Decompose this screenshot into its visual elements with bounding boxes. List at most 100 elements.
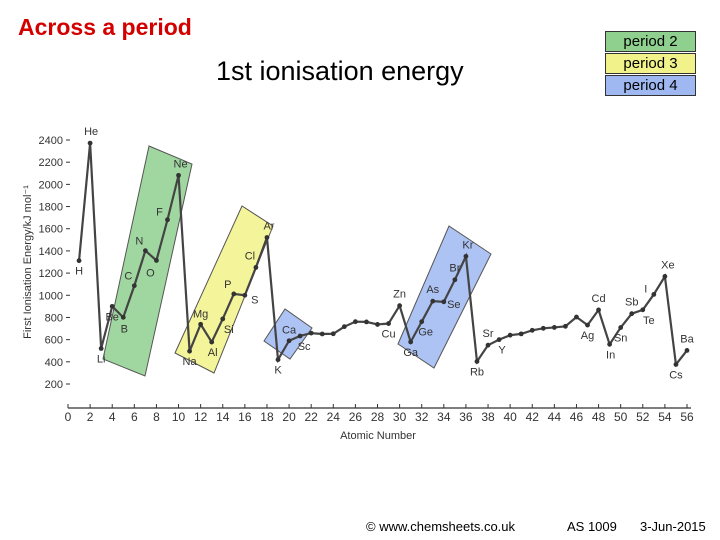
x-tick-label: 42 xyxy=(526,410,540,424)
slide-title: Across a period xyxy=(18,14,192,40)
x-tick-label: 32 xyxy=(415,410,429,424)
data-point xyxy=(474,359,480,364)
element-label-al: Al xyxy=(208,347,218,359)
data-point xyxy=(551,325,557,330)
x-tick-label: 36 xyxy=(459,410,473,424)
data-point xyxy=(264,235,270,240)
x-tick-label: 6 xyxy=(131,410,138,424)
legend: period 2 period 3 period 4 xyxy=(605,31,696,97)
data-point xyxy=(673,362,679,367)
x-tick-label: 30 xyxy=(393,410,407,424)
x-tick-label: 52 xyxy=(636,410,650,424)
data-point xyxy=(253,265,259,270)
data-point xyxy=(386,321,391,326)
element-label-n: N xyxy=(135,236,143,248)
element-label-be: Be xyxy=(105,311,118,323)
element-label-xe: Xe xyxy=(661,259,674,271)
y-tick-label: 1000 xyxy=(39,290,63,302)
y-tick-label: 1600 xyxy=(39,224,63,236)
data-point xyxy=(275,357,281,363)
x-tick-label: 22 xyxy=(304,410,318,424)
data-point xyxy=(408,339,414,345)
data-point xyxy=(574,314,579,320)
x-tick-label: 16 xyxy=(238,410,252,424)
data-point xyxy=(452,277,458,283)
element-label-ga: Ga xyxy=(403,347,419,359)
data-point xyxy=(507,332,513,338)
x-tick-label: 46 xyxy=(570,410,584,424)
data-point xyxy=(618,325,624,330)
element-label-b: B xyxy=(121,323,128,335)
element-label-sr: Sr xyxy=(483,328,494,340)
x-tick-label: 14 xyxy=(216,410,230,424)
data-point xyxy=(430,298,436,304)
y-tick-label: 600 xyxy=(45,335,63,347)
footer-code: AS 1009 xyxy=(567,519,617,534)
y-tick-label: 200 xyxy=(45,379,63,391)
element-label-c: C xyxy=(124,271,132,283)
data-point xyxy=(441,299,447,305)
data-point xyxy=(607,341,613,347)
data-point xyxy=(518,331,524,337)
data-point xyxy=(496,337,502,343)
element-label-cl: Cl xyxy=(245,250,255,262)
data-point xyxy=(352,319,358,325)
x-tick-label: 0 xyxy=(65,410,72,424)
element-label-he: He xyxy=(84,126,98,138)
element-label-ca: Ca xyxy=(282,325,297,337)
x-tick-label: 50 xyxy=(614,410,628,424)
data-point xyxy=(98,346,104,351)
element-label-ne: Ne xyxy=(174,158,188,170)
element-label-ag: Ag xyxy=(581,330,594,342)
legend-item-period-3: period 3 xyxy=(605,53,696,74)
data-point xyxy=(684,347,690,353)
data-point xyxy=(176,172,181,178)
y-tick-label: 1200 xyxy=(39,268,63,280)
x-axis-label: Atomic Number xyxy=(340,430,416,442)
data-point xyxy=(529,327,535,333)
x-tick-label: 26 xyxy=(349,410,363,424)
element-label-f: F xyxy=(156,207,163,219)
data-point xyxy=(165,217,170,223)
element-label-sb: Sb xyxy=(625,297,638,309)
legend-item-period-2: period 2 xyxy=(605,31,696,52)
data-point xyxy=(640,307,646,313)
element-label-s: S xyxy=(251,294,258,306)
element-label-si: Si xyxy=(224,324,234,336)
data-point xyxy=(563,323,568,329)
data-point xyxy=(596,307,601,313)
element-label-kr: Kr xyxy=(462,239,473,251)
element-label-sc: Sc xyxy=(298,341,311,353)
data-point xyxy=(231,291,237,297)
element-label-ar: Ar xyxy=(263,220,274,232)
x-tick-label: 40 xyxy=(503,410,517,424)
x-tick-label: 48 xyxy=(592,410,606,424)
x-tick-label: 38 xyxy=(481,410,495,424)
data-point xyxy=(198,321,204,327)
data-point xyxy=(187,348,192,354)
element-label-zn: Zn xyxy=(393,289,406,301)
x-tick-label: 20 xyxy=(282,410,296,424)
chart-title: 1st ionisation energy xyxy=(216,56,464,86)
data-point xyxy=(109,303,115,309)
element-label-ba: Ba xyxy=(680,333,694,345)
element-label-as: As xyxy=(426,284,439,296)
x-tick-label: 18 xyxy=(260,410,274,424)
element-label-na: Na xyxy=(183,356,198,368)
x-tick-label: 34 xyxy=(437,410,451,424)
x-tick-label: 2 xyxy=(87,410,94,424)
data-point xyxy=(286,338,292,344)
element-label-li: Li xyxy=(97,354,106,366)
data-point xyxy=(341,324,347,330)
element-label-te: Te xyxy=(643,315,655,327)
data-point xyxy=(364,319,369,325)
data-point xyxy=(319,331,325,337)
data-point xyxy=(419,319,425,325)
data-point xyxy=(662,274,668,279)
data-point xyxy=(651,291,657,297)
x-tick-label: 54 xyxy=(658,410,672,424)
element-label-cs: Cs xyxy=(669,369,683,381)
x-tick-label: 44 xyxy=(548,410,562,424)
element-label-in: In xyxy=(606,349,615,361)
legend-item-period-4: period 4 xyxy=(605,75,696,96)
